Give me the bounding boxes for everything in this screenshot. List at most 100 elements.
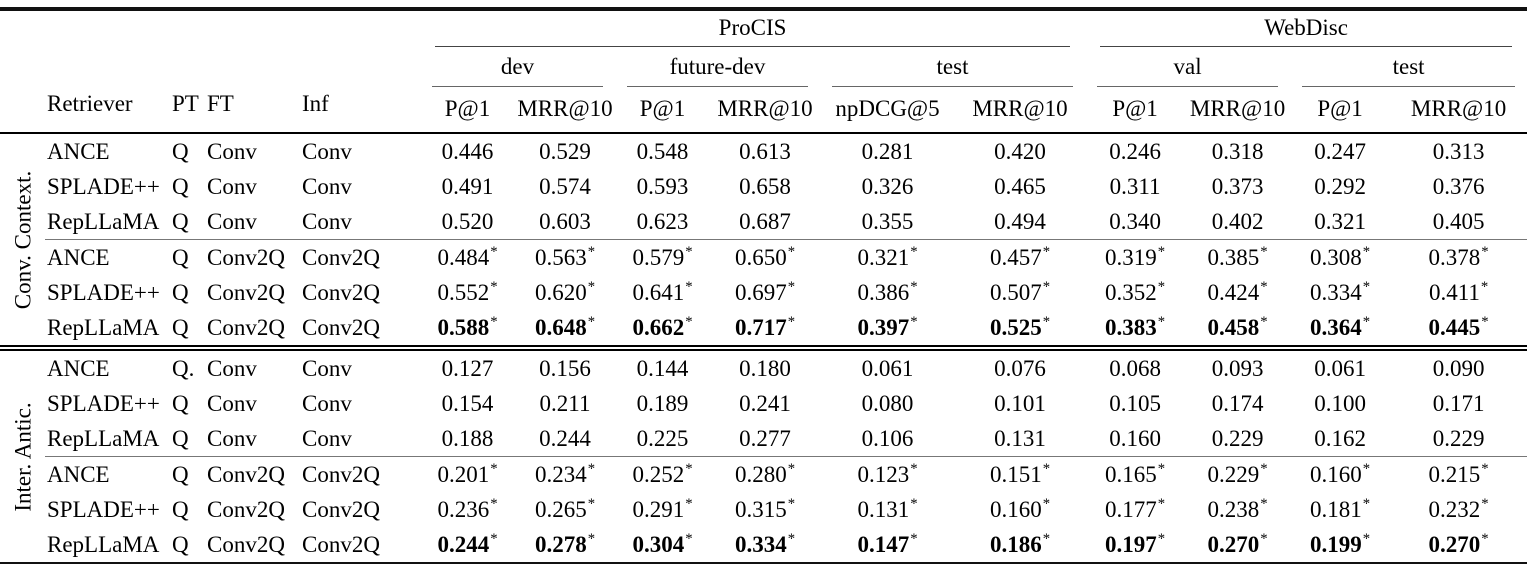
significance-star: * <box>787 531 796 548</box>
ft-value: Conv2Q <box>207 497 285 522</box>
metric-value: 0.641* <box>615 275 710 310</box>
metric-value: 0.131* <box>820 492 955 527</box>
metric-value-number: 0.151 <box>989 462 1042 487</box>
metric-value-number: 0.494 <box>994 209 1046 234</box>
metric-value: 0.563* <box>515 239 615 275</box>
retriever-name: RepLLaMA <box>47 209 160 234</box>
metric-value-number: 0.265 <box>534 497 587 522</box>
metric-value-number: 0.648 <box>534 315 587 340</box>
metric-value-number: 0.529 <box>539 139 591 164</box>
metric-value: 0.378* <box>1390 239 1527 275</box>
inf-value: Conv <box>302 209 352 234</box>
significance-star: * <box>1362 244 1371 261</box>
metric-header: P@1 <box>1085 87 1186 134</box>
metric-value: 0.171 <box>1390 386 1527 421</box>
metric-value-number: 0.199 <box>1310 532 1362 557</box>
metric-value: 0.308* <box>1290 239 1391 275</box>
metric-value: 0.225 <box>615 421 710 457</box>
metric-value-number: 0.465 <box>994 174 1046 199</box>
metric-value: 0.593 <box>615 169 710 204</box>
metric-value-number: 0.186 <box>989 532 1042 557</box>
significance-star: * <box>1260 461 1268 478</box>
significance-star: * <box>490 314 498 331</box>
metric-value: 0.238* <box>1185 492 1290 527</box>
metric-value: 0.613 <box>710 133 820 169</box>
metric-value-number: 0.445 <box>1428 315 1481 340</box>
metric-value: 0.278* <box>515 527 615 563</box>
metric-value: 0.215* <box>1390 456 1527 492</box>
metric-value: 0.177* <box>1085 492 1185 527</box>
metric-value: 0.281 <box>820 133 955 169</box>
inf-value: Conv2Q <box>302 315 380 340</box>
metric-value: 0.247 <box>1290 133 1390 169</box>
metric-value: 0.648* <box>515 310 615 348</box>
metric-value-number: 0.181 <box>1310 497 1362 522</box>
retriever-name: ANCE <box>45 239 170 275</box>
significance-star: * <box>490 244 498 261</box>
metric-value-number: 0.123 <box>857 462 910 487</box>
metric-value: 0.717* <box>710 310 820 348</box>
metric-value: 0.326 <box>820 169 955 204</box>
metric-value-number: 0.313 <box>1432 139 1485 164</box>
metric-value-number: 0.304 <box>632 532 685 557</box>
significance-star: * <box>1260 279 1268 296</box>
table-row: SPLADE++ Q Conv Conv 0.491 0.574 0.593 0.658 0.3… <box>0 169 1527 204</box>
metric-value-number: 0.321 <box>857 245 910 270</box>
metric-value-number: 0.658 <box>739 174 791 199</box>
pt-value: Q <box>172 391 189 416</box>
metric-value-number: 0.402 <box>1211 209 1264 234</box>
metric-value-number: 0.241 <box>739 391 791 416</box>
significance-star: * <box>1260 531 1268 548</box>
ft-value: Conv2Q <box>207 280 285 305</box>
metric-value: 0.162 <box>1290 421 1390 457</box>
split-header-dev: dev <box>420 47 615 87</box>
metric-value: 0.315* <box>710 492 820 527</box>
significance-star: * <box>787 314 796 331</box>
table-row: SPLADE++ Q Conv2Q Conv2Q 0.552* 0.620* 0.641* 0… <box>0 275 1527 310</box>
significance-star: * <box>1362 314 1371 331</box>
metric-value: 0.277 <box>710 421 820 457</box>
metric-value: 0.304* <box>615 527 710 563</box>
metric-value-number: 0.225 <box>636 426 689 451</box>
metric-value-number: 0.603 <box>539 209 591 234</box>
metric-value: 0.411* <box>1390 275 1527 310</box>
metric-value: 0.424* <box>1185 275 1290 310</box>
metric-value-number: 0.383 <box>1105 315 1157 340</box>
metric-value-number: 0.154 <box>441 391 494 416</box>
metric-value-number: 0.457 <box>989 245 1042 270</box>
metric-value: 0.574 <box>515 169 615 204</box>
metric-value: 0.189 <box>615 386 710 421</box>
metric-value-number: 0.352 <box>1105 280 1157 305</box>
metric-value: 0.229 <box>1185 421 1290 457</box>
retriever-name: SPLADE++ <box>47 391 160 416</box>
metric-value-number: 0.180 <box>739 356 791 381</box>
metric-value: 0.100 <box>1290 386 1390 421</box>
metric-value-number: 0.334 <box>734 532 787 557</box>
retriever-name: ANCE <box>47 139 110 164</box>
significance-star: * <box>910 314 918 331</box>
significance-star: * <box>910 531 918 548</box>
metric-value-number: 0.334 <box>1310 280 1362 305</box>
metric-value-number: 0.160 <box>1109 426 1161 451</box>
metric-value-number: 0.160 <box>1310 462 1362 487</box>
metric-value-number: 0.376 <box>1432 174 1485 199</box>
metric-header: MRR@10 <box>710 87 820 134</box>
retriever-name: SPLADE++ <box>47 280 160 305</box>
metric-value-number: 0.238 <box>1207 497 1260 522</box>
metric-value-number: 0.687 <box>739 209 791 234</box>
dataset-header-webdisc-label: WebDisc <box>1100 11 1513 47</box>
split-header-future-dev: future-dev <box>615 47 820 87</box>
significance-star: * <box>490 279 498 296</box>
column-header-pt: PT <box>170 9 205 134</box>
metric-value: 0.234* <box>515 456 615 492</box>
significance-star: * <box>1042 461 1051 478</box>
metric-value: 0.061 <box>820 345 955 386</box>
split-header-procis-test-label: test <box>832 47 1074 87</box>
metric-value-number: 0.326 <box>861 174 914 199</box>
ft-value: Conv2Q <box>205 456 300 492</box>
metric-value-number: 0.247 <box>1314 139 1366 164</box>
significance-star: * <box>490 461 498 478</box>
pt-value: Q <box>170 239 205 275</box>
metric-value-number: 0.236 <box>437 497 490 522</box>
metric-value: 0.232* <box>1390 492 1527 527</box>
